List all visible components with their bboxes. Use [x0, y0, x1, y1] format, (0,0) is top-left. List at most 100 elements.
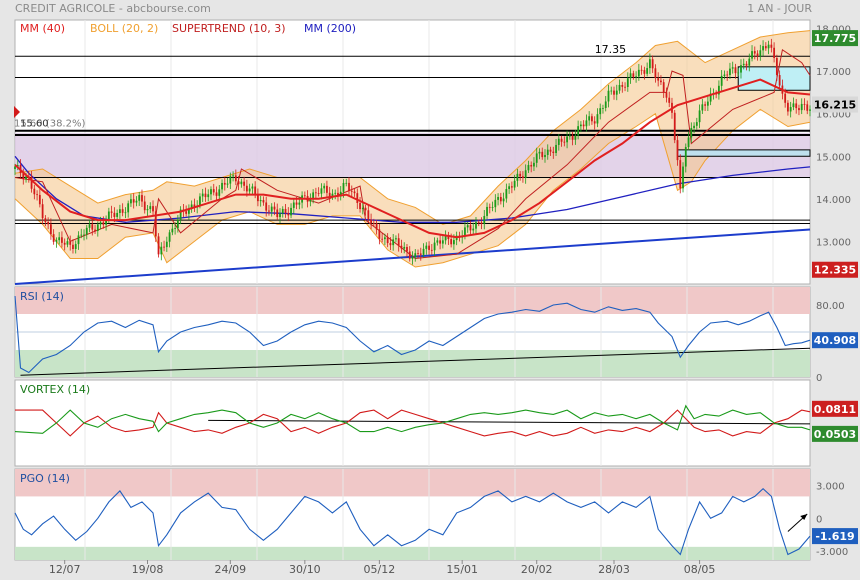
annotation-fibo-38: 15.60 (38.2%): [14, 119, 85, 130]
candle-body: [486, 206, 488, 216]
candle-body: [52, 234, 55, 242]
candle-body: [370, 219, 372, 224]
candle-body: [795, 103, 798, 109]
candle-body: [756, 53, 759, 57]
candle-body: [524, 170, 527, 179]
candle-body: [163, 246, 165, 248]
candle-body: [55, 240, 58, 242]
vortex-title: VORTEX (14): [20, 383, 90, 396]
x-axis-label: 15/01: [446, 563, 478, 576]
candle-body: [568, 135, 571, 137]
pgo-lower-zone: [15, 546, 810, 560]
candle-body: [789, 107, 792, 112]
candle-body: [770, 44, 773, 48]
candle-body: [775, 57, 778, 76]
pgo-axis-tick: 3.000: [816, 481, 845, 492]
candle-body: [408, 251, 411, 259]
price-axis-tick: 15.000: [816, 152, 851, 163]
candle-body: [221, 182, 223, 190]
candle-body: [201, 193, 204, 197]
candle-body: [287, 213, 290, 216]
candle-body: [417, 253, 419, 254]
candle-body: [179, 209, 182, 220]
candle-body: [334, 192, 337, 194]
candle-body: [176, 219, 179, 229]
candle-body: [80, 234, 83, 236]
pgo-current-label-box: [812, 528, 858, 545]
candle-body: [709, 93, 712, 102]
candle-body: [157, 236, 160, 255]
candle-body: [591, 116, 593, 122]
candle-body: [33, 188, 36, 195]
candle-body: [637, 69, 640, 77]
candle-body: [124, 212, 127, 214]
candle-body: [690, 128, 693, 138]
candle-body: [154, 211, 157, 237]
candle-body: [764, 46, 767, 49]
candle-body: [199, 196, 201, 206]
candle-body: [389, 243, 392, 246]
pgo-line: [14, 487, 811, 556]
candle-body: [397, 238, 400, 246]
supertrend-line: [14, 48, 811, 260]
candle-body: [646, 68, 649, 74]
candle-body: [257, 194, 259, 202]
candle-body: [312, 192, 315, 199]
candle-body: [798, 108, 800, 111]
candle-body: [290, 207, 292, 216]
candle-body: [422, 248, 425, 255]
period-label[interactable]: 1 AN - JOUR: [747, 2, 812, 15]
candle-body: [190, 204, 193, 209]
x-axis-label: 24/09: [214, 563, 246, 576]
candle-body: [566, 136, 568, 143]
candle-body: [740, 65, 742, 73]
candle-body: [146, 209, 149, 211]
candle-body: [110, 211, 113, 213]
candle-body: [378, 229, 381, 239]
price-axis-tick: 13.000: [816, 237, 851, 248]
vortex-plus-line: [14, 404, 811, 434]
candle-body: [400, 245, 403, 249]
candle-body: [800, 103, 803, 111]
candle-body: [273, 206, 276, 210]
pgo-panel: PGO (14) 3.000 0 -3.000 -1.619: [14, 468, 858, 561]
annotation-17-35: 17.35: [595, 43, 627, 56]
candle-body: [541, 151, 544, 158]
rsi-current-label: 40.908: [814, 334, 856, 347]
x-axis-label: 08/05: [684, 563, 716, 576]
candle-body: [25, 176, 27, 180]
candle-body: [107, 211, 110, 220]
candle-body: [441, 240, 444, 244]
candle-body: [494, 199, 497, 208]
candle-body: [345, 182, 348, 184]
candle-body: [386, 237, 389, 244]
candle-body: [353, 191, 356, 194]
candle-body: [105, 219, 107, 225]
legend-item: MM (40): [20, 22, 65, 35]
candle-body: [436, 240, 439, 243]
candle-body: [629, 73, 632, 79]
candle-body: [450, 239, 453, 245]
candle-body: [654, 68, 657, 79]
candle-body: [651, 59, 654, 69]
low-price-label: 12.335: [814, 264, 856, 277]
candle-body: [704, 104, 707, 106]
candle-body: [30, 176, 33, 189]
candle-body: [143, 201, 146, 211]
candle-body: [395, 238, 397, 240]
candle-body: [419, 253, 422, 255]
candle-body: [372, 223, 375, 224]
candle-body: [85, 227, 88, 235]
candle-body: [130, 199, 132, 204]
rsi-line: [14, 295, 811, 374]
candle-body: [63, 242, 66, 245]
candle-body: [753, 51, 756, 54]
candle-body: [640, 69, 643, 71]
candle-body: [428, 245, 430, 250]
pgo-arrow-head-icon: [800, 513, 808, 520]
candle-body: [149, 206, 152, 210]
candle-body: [751, 51, 753, 59]
candle-body: [223, 182, 226, 185]
